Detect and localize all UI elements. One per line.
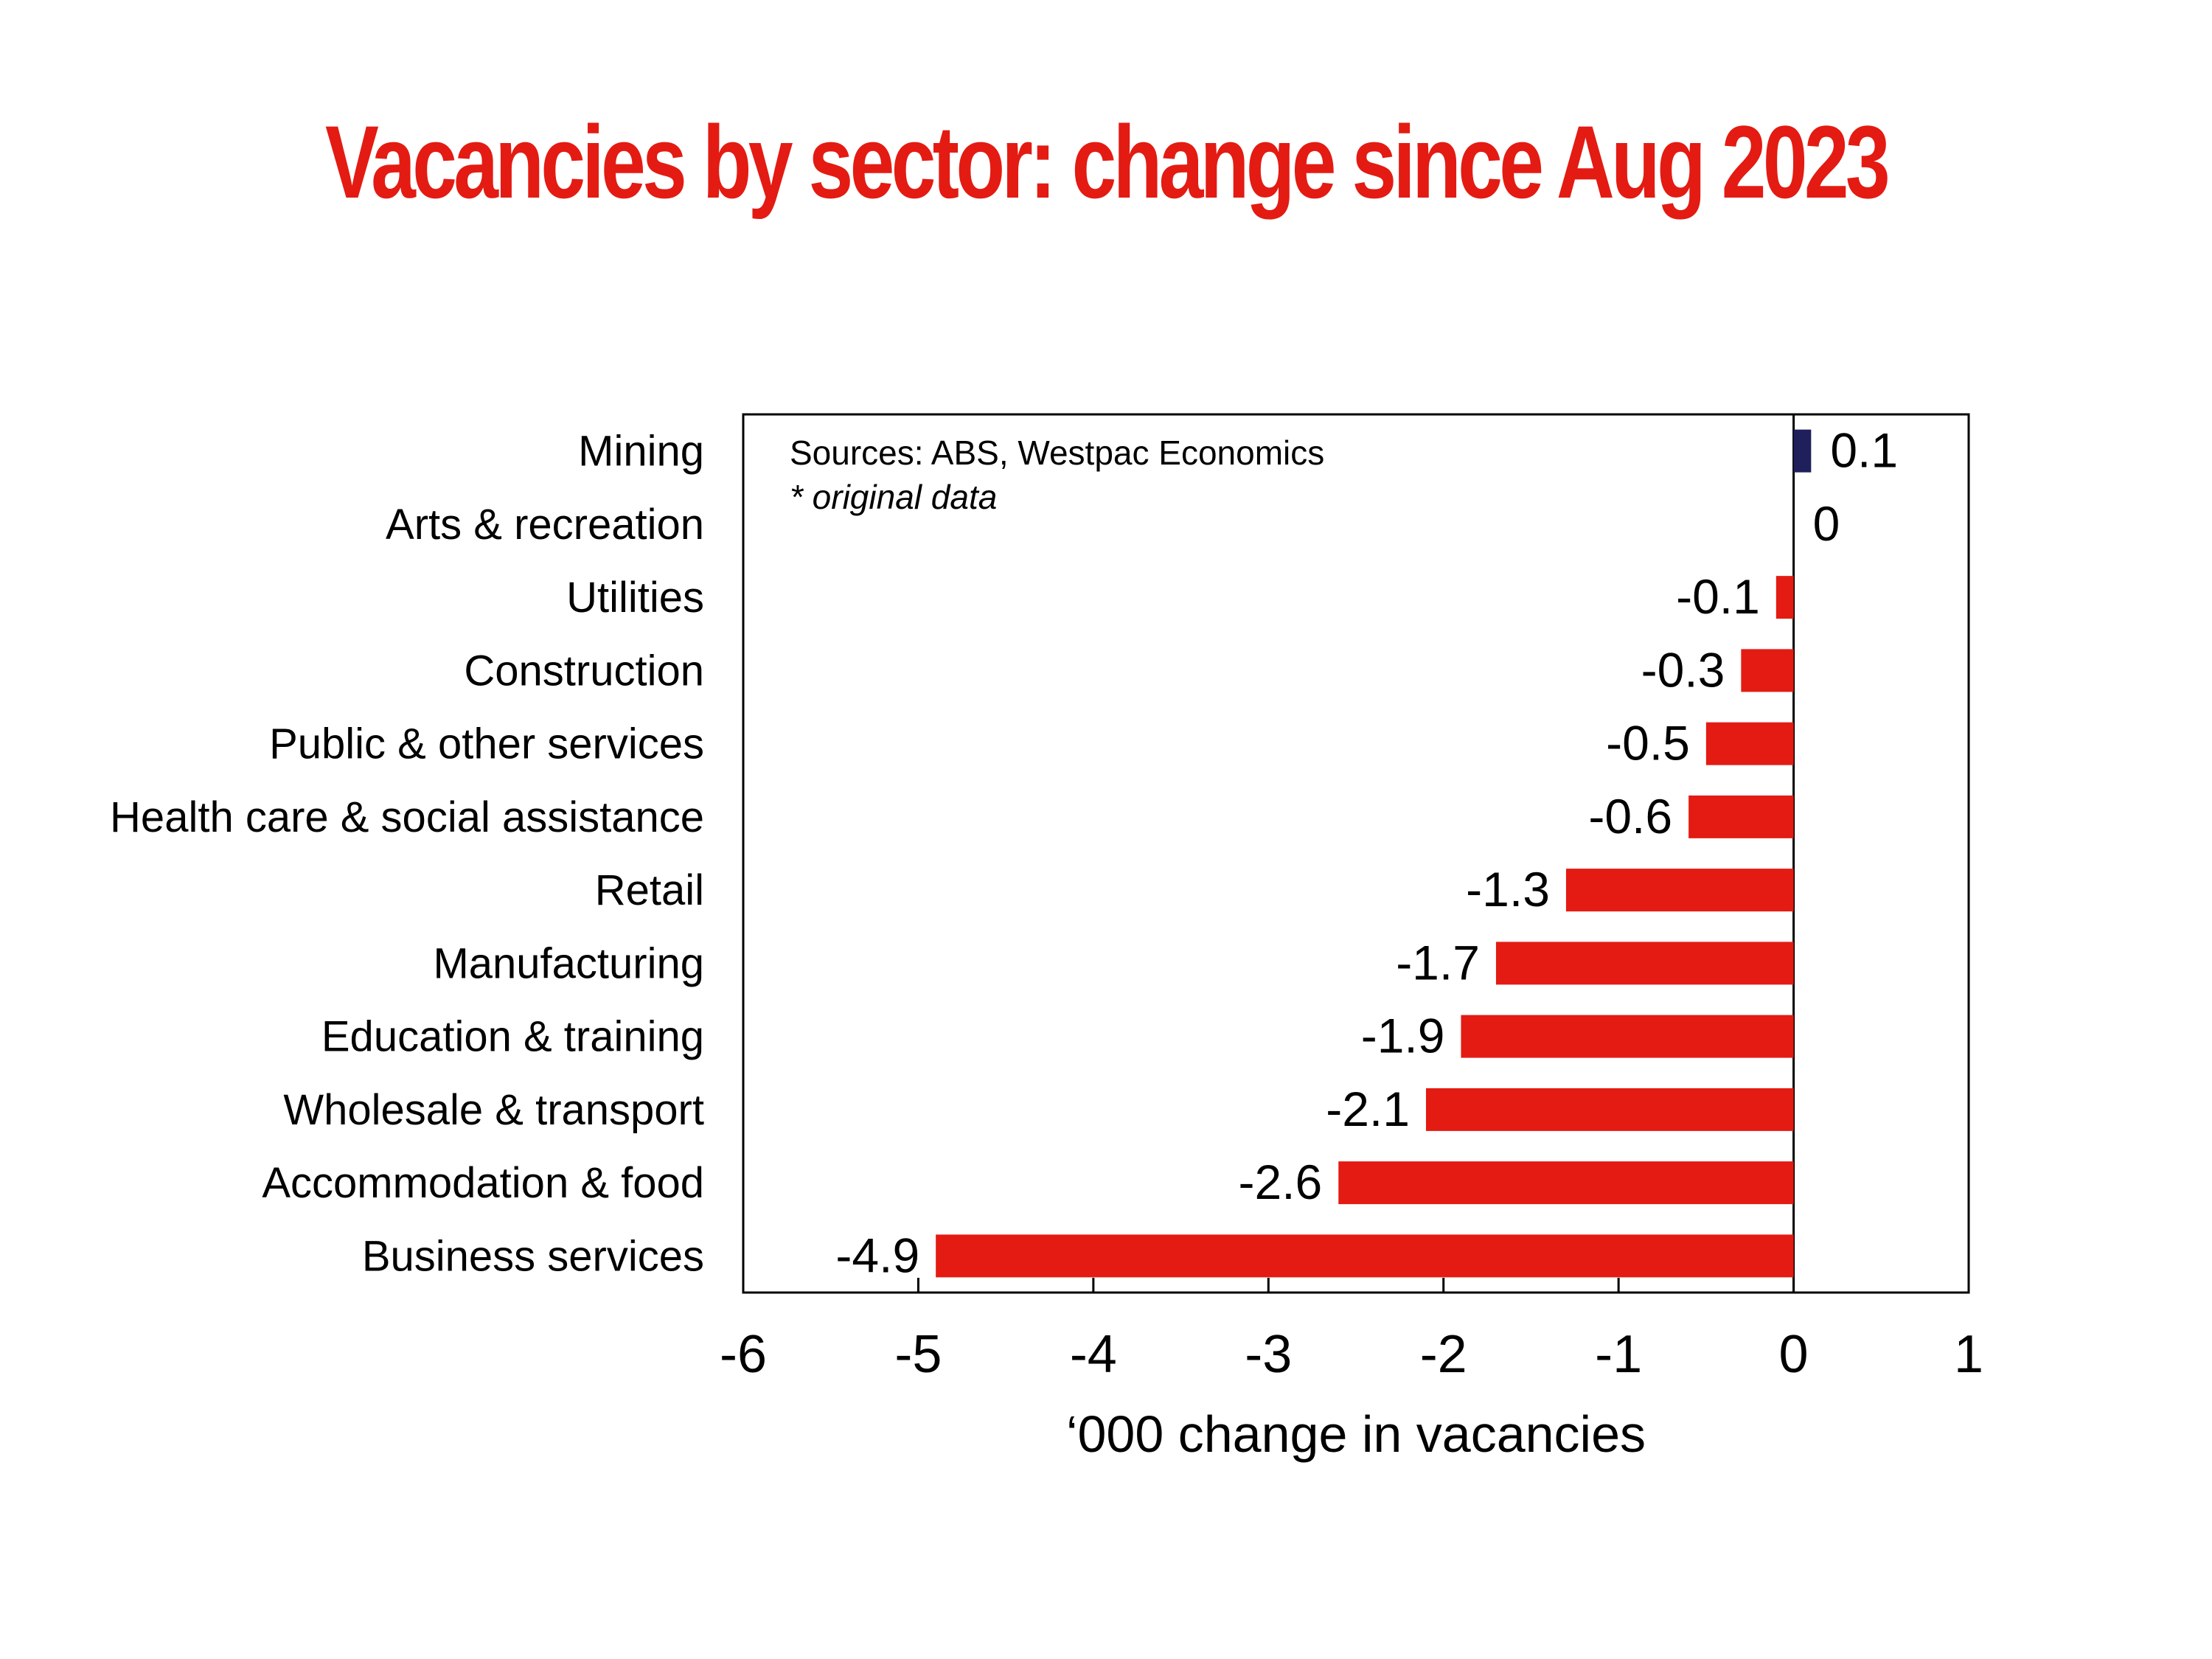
x-axis-ticks-group: -6 -5 -4 -3 -2 -1 0 1 [720, 1278, 1983, 1384]
bar-3 [1741, 649, 1794, 692]
bar-7 [1495, 942, 1794, 985]
category-label-11: Business services [362, 1232, 704, 1280]
bar-10 [1338, 1161, 1794, 1205]
category-label-0: Mining [578, 428, 704, 476]
bar-2 [1775, 576, 1794, 619]
bar-11 [936, 1234, 1794, 1278]
data-label-3: -0.3 [1641, 642, 1725, 697]
original-data-note: * original data [790, 478, 997, 516]
x-tick-label-5: -1 [1595, 1325, 1642, 1384]
chart-title: Vacancies by sector: change since Aug 20… [325, 104, 1891, 220]
data-label-2: -0.1 [1676, 569, 1760, 624]
bars-group [936, 429, 1812, 1278]
data-label-5: -0.6 [1588, 789, 1672, 844]
x-tick-label-7: 1 [1954, 1325, 1983, 1384]
bar-0 [1793, 429, 1812, 473]
category-label-1: Arts & recreation [386, 501, 704, 549]
category-label-4: Public & other services [269, 720, 704, 768]
data-label-4: -0.5 [1606, 716, 1690, 771]
data-label-8: -1.9 [1361, 1009, 1445, 1063]
category-label-8: Education & training [321, 1013, 704, 1061]
category-label-7: Manufacturing [433, 939, 704, 987]
category-label-5: Health care & social assistance [110, 793, 704, 841]
x-axis-title: ‘000 change in vacancies [1066, 1405, 1646, 1463]
source-note: Sources: ABS, Westpac Economics [790, 434, 1324, 472]
category-label-3: Construction [464, 647, 704, 695]
data-label-0: 0.1 [1830, 423, 1898, 478]
bar-5 [1688, 795, 1794, 838]
bar-4 [1705, 722, 1794, 765]
bar-6 [1565, 869, 1794, 912]
data-label-11: -4.9 [835, 1228, 919, 1282]
x-tick-label-0: -6 [720, 1325, 767, 1384]
category-label-2: Utilities [566, 574, 704, 622]
x-tick-label-2: -4 [1070, 1325, 1117, 1384]
data-labels-group: 0.1 0 -0.1 -0.3 -0.5 -0.6 -1.3 -1.7 -1.9 -2.1-2.6… [835, 423, 1898, 1283]
bar-9 [1425, 1088, 1794, 1131]
x-tick-label-1: -5 [894, 1325, 942, 1384]
plot-area-frame [742, 413, 1970, 1294]
category-label-9: Wholesale & transport [283, 1086, 704, 1134]
data-label-6: -1.3 [1466, 862, 1550, 917]
data-label-9: -2.1 [1326, 1082, 1410, 1136]
data-label-10: -2.6 [1239, 1155, 1323, 1209]
x-tick-label-3: -3 [1245, 1325, 1292, 1384]
x-tick-label-6: 0 [1779, 1325, 1809, 1384]
bar-8 [1461, 1015, 1794, 1058]
category-labels-group: Mining Arts & recreation Utilities Construc… [110, 428, 704, 1281]
data-label-1: 0 [1813, 496, 1840, 551]
x-tick-label-4: -2 [1420, 1325, 1467, 1384]
data-label-7: -1.7 [1396, 935, 1480, 990]
category-label-10: Accommodation & food [262, 1159, 704, 1207]
category-label-6: Retail [595, 866, 704, 914]
